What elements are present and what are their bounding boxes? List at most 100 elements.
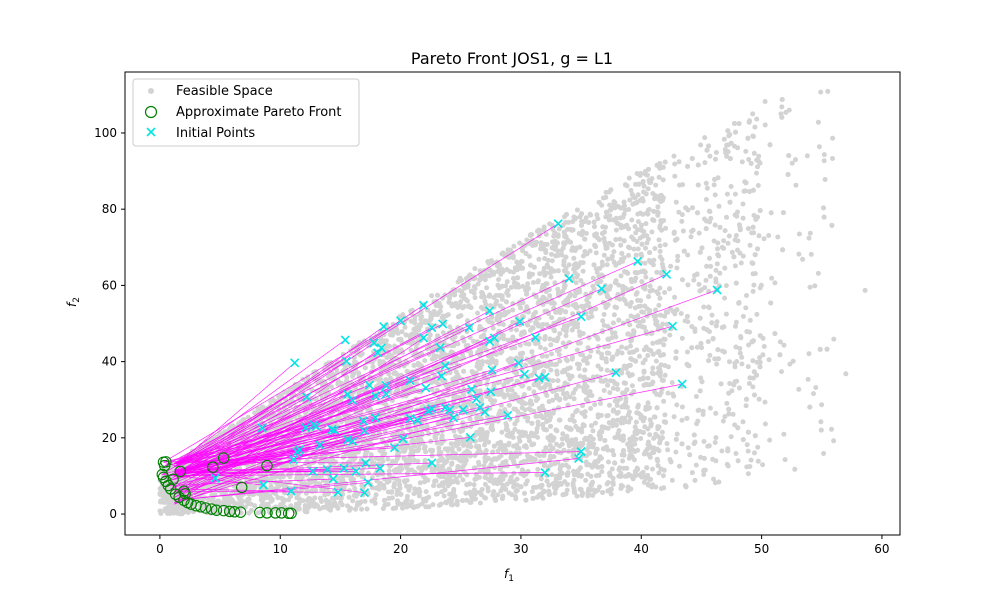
feasible-point xyxy=(279,482,285,488)
feasible-point xyxy=(693,462,699,468)
feasible-point xyxy=(676,159,682,165)
feasible-point xyxy=(767,437,773,443)
feasible-point xyxy=(772,280,778,286)
feasible-point xyxy=(385,501,391,507)
feasible-point xyxy=(347,507,352,513)
feasible-point xyxy=(628,187,634,193)
feasible-point xyxy=(743,305,749,311)
feasible-point xyxy=(730,411,736,417)
feasible-point xyxy=(693,394,699,399)
feasible-point xyxy=(484,285,490,291)
feasible-point xyxy=(525,415,531,421)
feasible-point xyxy=(520,283,526,289)
feasible-point xyxy=(590,493,596,498)
feasible-point xyxy=(298,488,304,494)
feasible-point xyxy=(549,351,554,357)
feasible-point xyxy=(685,252,691,258)
feasible-point xyxy=(535,466,541,472)
feasible-point xyxy=(671,414,677,420)
feasible-point xyxy=(682,318,688,324)
feasible-point xyxy=(747,317,753,323)
feasible-point xyxy=(550,397,556,403)
feasible-point xyxy=(751,150,757,156)
feasible-point xyxy=(520,313,526,319)
feasible-point xyxy=(662,290,668,295)
feasible-point xyxy=(636,304,641,309)
feasible-point xyxy=(656,174,662,180)
feasible-point xyxy=(398,445,404,450)
feasible-point xyxy=(671,393,677,399)
feasible-point xyxy=(787,361,793,367)
feasible-point xyxy=(430,502,436,508)
feasible-point xyxy=(387,343,392,349)
chart-title: Pareto Front JOS1, g = L1 xyxy=(411,49,613,68)
feasible-point xyxy=(486,267,492,273)
feasible-point xyxy=(597,484,602,490)
feasible-point xyxy=(755,444,761,450)
feasible-point xyxy=(485,488,491,494)
feasible-point xyxy=(533,321,539,326)
feasible-point xyxy=(580,281,586,287)
feasible-point xyxy=(362,498,368,504)
feasible-point xyxy=(710,336,716,341)
feasible-point xyxy=(747,375,753,381)
feasible-point xyxy=(679,212,685,218)
feasible-point xyxy=(624,465,630,471)
feasible-point xyxy=(634,347,640,353)
feasible-point xyxy=(504,279,510,285)
feasible-point xyxy=(577,362,582,367)
feasible-point xyxy=(634,290,640,296)
feasible-point xyxy=(420,425,426,430)
feasible-point xyxy=(524,445,529,450)
feasible-point xyxy=(690,205,695,211)
feasible-point xyxy=(662,363,668,368)
feasible-point xyxy=(724,400,730,406)
feasible-point xyxy=(589,482,595,488)
feasible-point xyxy=(768,210,774,216)
feasible-point xyxy=(831,438,837,444)
feasible-point xyxy=(517,240,523,246)
feasible-point xyxy=(614,403,620,408)
feasible-point xyxy=(657,248,663,254)
feasible-point xyxy=(635,219,641,225)
feasible-point xyxy=(517,451,523,456)
feasible-point xyxy=(821,152,827,158)
feasible-point xyxy=(449,446,455,451)
feasible-point xyxy=(400,505,405,511)
feasible-point xyxy=(610,330,615,336)
feasible-point xyxy=(417,362,423,368)
feasible-point xyxy=(830,135,836,141)
feasible-point xyxy=(688,234,694,240)
feasible-point xyxy=(726,233,732,239)
feasible-point xyxy=(387,375,393,381)
feasible-point xyxy=(703,197,709,202)
feasible-point xyxy=(584,447,590,453)
feasible-point xyxy=(607,213,613,219)
feasible-point xyxy=(224,495,230,501)
feasible-point xyxy=(658,486,664,491)
feasible-point xyxy=(811,391,816,397)
feasible-point xyxy=(815,270,821,276)
feasible-point xyxy=(554,368,560,374)
feasible-point xyxy=(714,361,720,367)
feasible-point xyxy=(440,483,446,489)
feasible-point xyxy=(567,394,573,400)
feasible-point xyxy=(613,227,619,233)
feasible-point xyxy=(518,305,524,311)
feasible-point xyxy=(617,215,623,221)
feasible-point xyxy=(580,268,586,274)
feasible-point xyxy=(554,428,560,434)
feasible-point xyxy=(534,472,540,478)
feasible-point xyxy=(578,278,584,283)
feasible-point xyxy=(588,212,594,218)
feasible-point xyxy=(733,451,739,456)
feasible-point xyxy=(664,441,670,447)
feasible-point xyxy=(398,372,404,378)
feasible-point xyxy=(590,428,596,434)
feasible-point xyxy=(635,246,641,252)
feasible-point xyxy=(607,378,613,384)
feasible-point xyxy=(496,285,502,291)
feasible-point xyxy=(630,434,636,440)
feasible-point xyxy=(417,322,422,328)
feasible-point xyxy=(673,349,679,355)
